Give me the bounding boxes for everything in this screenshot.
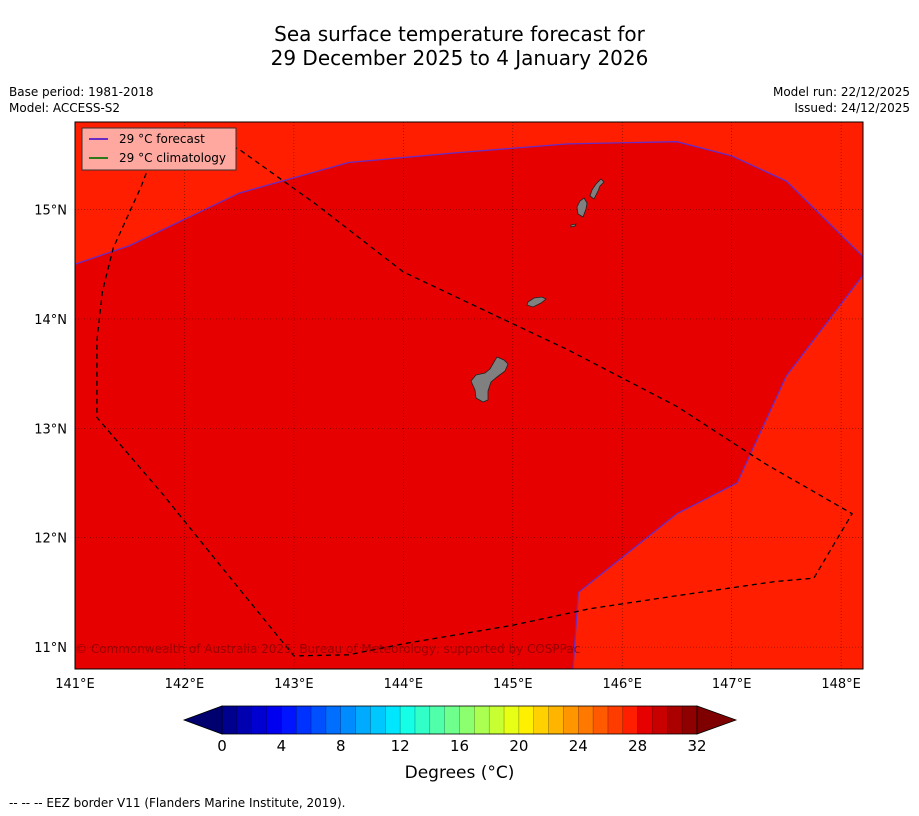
model-name: Model: ACCESS-S2	[9, 101, 121, 115]
lon-tick-label: 146°E	[602, 677, 642, 692]
colorbar-segment	[296, 706, 312, 734]
colorbar-segment	[548, 706, 564, 734]
colorbar-segment	[607, 706, 624, 734]
colorbar-tick-label: 4	[277, 737, 287, 755]
colorbar: 0 4 8 12 16 20 24 28 32	[182, 705, 738, 755]
colorbar-segment	[414, 706, 431, 734]
footer-note: -- -- -- EEZ border V11 (Flanders Marine…	[9, 796, 346, 810]
lon-tick-label: 142°E	[165, 677, 205, 692]
colorbar-segment	[355, 706, 371, 734]
colorbar-segment	[563, 706, 579, 734]
legend-forecast-label: 29 °C forecast	[119, 132, 205, 146]
lat-tick-label: 13°N	[34, 422, 67, 437]
colorbar-segment	[325, 706, 342, 734]
colorbar-tick-label: 24	[569, 737, 588, 755]
chart-title: Sea surface temperature forecast for 29 …	[0, 22, 919, 70]
colorbar-segment	[340, 706, 356, 734]
lon-tick-label: 145°E	[493, 677, 533, 692]
lon-tick-label: 141°E	[55, 677, 95, 692]
colorbar-segment	[533, 706, 549, 734]
meta-right: Model run: 22/12/2025 Issued: 24/12/2025	[773, 84, 910, 116]
colorbar-segment	[251, 706, 267, 734]
islands	[470, 178, 605, 403]
colorbar-segment	[682, 706, 698, 734]
map-frame	[74, 121, 864, 670]
colorbar-segment	[281, 706, 297, 734]
title-line-2: 29 December 2025 to 4 January 2026	[270, 46, 649, 70]
colorbar-segment	[266, 706, 282, 734]
colorbar-segment	[311, 706, 327, 734]
colorbar-segment	[222, 706, 238, 734]
colorbar-segment	[370, 706, 386, 734]
colorbar-under-arrow	[182, 705, 223, 735]
eez-border	[96, 130, 853, 657]
axis-labels: 141°E 142°E 143°E 144°E 145°E 146°E 147°E 148°E…	[34, 204, 861, 692]
island-aguijan	[570, 223, 577, 228]
colorbar-tick-label: 20	[509, 737, 528, 755]
lat-tick-label: 11°N	[34, 641, 67, 656]
colorbar-segment	[518, 706, 535, 734]
issued-date: Issued: 24/12/2025	[794, 101, 910, 115]
forecast-29c-contour	[75, 141, 863, 669]
island-guam	[470, 356, 509, 403]
graticule	[75, 122, 863, 669]
legend-box	[81, 127, 237, 171]
colorbar-segment	[667, 706, 683, 734]
colorbar-segment	[489, 706, 505, 734]
lon-tick-label: 148°E	[821, 677, 861, 692]
colorbar-segment	[637, 706, 653, 734]
colorbar-tick-label: 16	[450, 737, 469, 755]
map-legend: 29 °C forecast 29 °C climatology	[81, 127, 237, 171]
lat-tick-label: 12°N	[34, 532, 67, 547]
colorbar-segment	[593, 706, 609, 734]
colorbar-segment	[429, 706, 446, 734]
map-area: © Commonwealth of Australia 2025, Bureau…	[75, 122, 863, 669]
lat-tick-label: 15°N	[34, 204, 67, 219]
colorbar-segment	[622, 706, 639, 734]
colorbar-over-arrow	[696, 705, 738, 735]
colorbar-segment	[400, 706, 416, 734]
model-run: Model run: 22/12/2025	[772, 85, 910, 99]
copyright-notice: © Commonwealth of Australia 2025, Bureau…	[75, 642, 580, 656]
colorbar-tick-label: 8	[336, 737, 346, 755]
colorbar-segment	[444, 706, 460, 734]
legend-climatology-label: 29 °C climatology	[119, 151, 226, 165]
colorbar-tick-label: 12	[391, 737, 410, 755]
island-rota	[526, 296, 547, 308]
lon-tick-label: 144°E	[384, 677, 424, 692]
colorbar-segment	[474, 706, 490, 734]
meta-left: Base period: 1981-2018 Model: ACCESS-S2	[9, 84, 154, 116]
lon-tick-label: 147°E	[712, 677, 752, 692]
colorbar-segment	[652, 706, 668, 734]
lat-tick-label: 14°N	[34, 313, 67, 328]
colorbar-tick-label: 28	[628, 737, 647, 755]
island-saipan	[589, 178, 605, 200]
colorbar-tick-label: 0	[217, 737, 227, 755]
colorbar-frame	[221, 705, 698, 735]
title-line-1: Sea surface temperature forecast for	[274, 22, 645, 46]
island-tinian	[576, 197, 588, 218]
colorbar-label: Degrees (°C)	[404, 763, 515, 783]
colorbar-segment	[459, 706, 475, 734]
colorbar-segment	[504, 706, 520, 734]
colorbar-tick-label: 32	[687, 737, 706, 755]
sst-inner-region	[75, 141, 863, 669]
colorbar-segment	[236, 706, 253, 734]
base-period: Base period: 1981-2018	[9, 85, 154, 99]
colorbar-segment	[578, 706, 594, 734]
lon-tick-label: 143°E	[274, 677, 314, 692]
colorbar-segment	[385, 706, 401, 734]
